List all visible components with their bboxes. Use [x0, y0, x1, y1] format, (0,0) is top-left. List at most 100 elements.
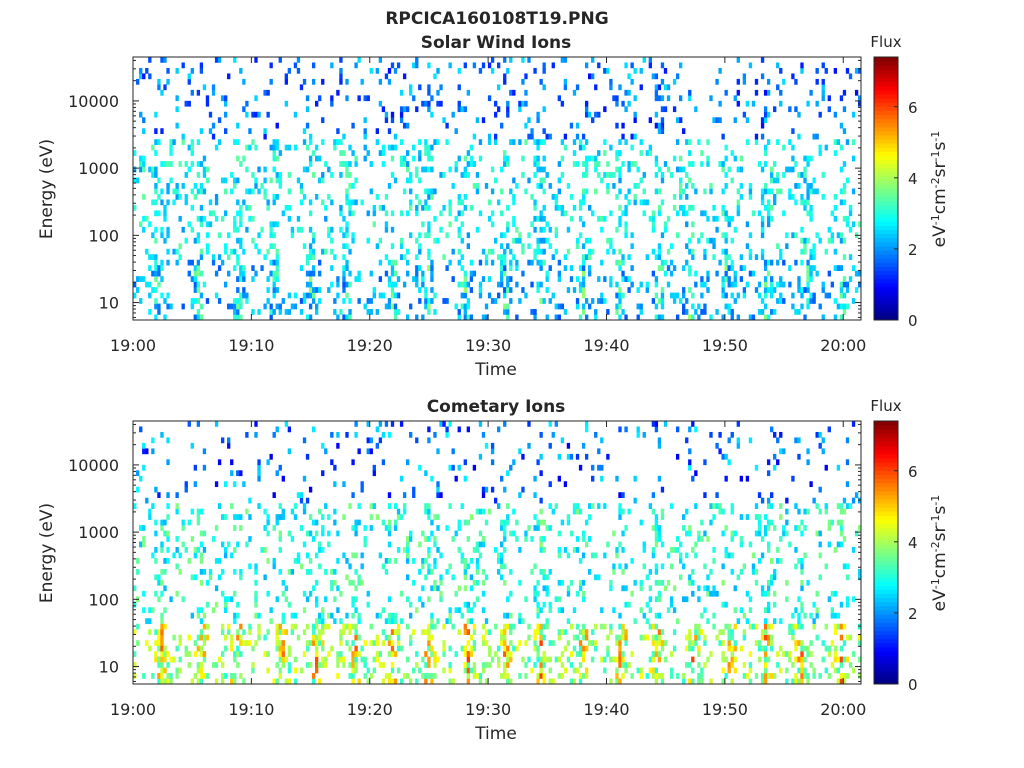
heatmap-cell: [521, 656, 525, 663]
heatmap-cell: [254, 177, 258, 184]
heatmap-cell: [809, 640, 813, 646]
heatmap-cell: [770, 215, 774, 222]
heatmap-cell: [718, 117, 722, 124]
heatmap-cell: [776, 557, 780, 564]
heatmap-cell: [269, 270, 273, 277]
heatmap-cell: [330, 237, 334, 244]
heatmap-cell: [466, 232, 470, 239]
heatmap-cell: [457, 210, 461, 217]
heatmap-cell: [321, 248, 325, 255]
heatmap-cell: [445, 426, 449, 433]
heatmap-cell: [563, 667, 568, 674]
heatmap-cell: [536, 166, 540, 173]
heatmap-cell: [724, 601, 728, 608]
heatmap-cell: [396, 276, 401, 282]
heatmap-cell: [139, 161, 143, 167]
heatmap-cell: [342, 281, 346, 288]
heatmap-cell: [214, 199, 219, 206]
heatmap-cell: [497, 199, 501, 206]
heatmap-cell: [321, 618, 325, 625]
heatmap-cell: [539, 183, 543, 189]
heatmap-cell: [281, 298, 285, 304]
heatmap-cell: [506, 287, 510, 293]
heatmap-cell: [451, 448, 455, 455]
heatmap-cell: [330, 568, 334, 575]
heatmap-cell: [220, 259, 225, 266]
heatmap-cell: [736, 57, 740, 63]
heatmap-cell: [351, 640, 355, 646]
heatmap-cell: [503, 150, 507, 156]
heatmap-cell: [308, 254, 313, 261]
heatmap-cell: [154, 188, 158, 195]
heatmap-cell: [703, 248, 707, 255]
heatmap-cell: [715, 492, 719, 499]
heatmap-cell: [308, 568, 313, 575]
heatmap-cell: [603, 276, 607, 282]
heatmap-cell: [845, 67, 850, 74]
heatmap-cell: [284, 629, 288, 635]
heatmap-cell: [718, 448, 722, 455]
heatmap-cell: [311, 62, 316, 69]
heatmap-cell: [172, 139, 176, 145]
heatmap-cell: [682, 204, 686, 211]
heatmap-cell: [275, 270, 279, 277]
heatmap-cell: [733, 530, 737, 537]
heatmap-cell: [800, 303, 804, 310]
heatmap-cell: [812, 618, 816, 625]
heatmap-cell: [545, 221, 549, 228]
heatmap-cell: [500, 541, 504, 548]
heatmap-cell: [230, 673, 234, 679]
heatmap-cell: [536, 629, 540, 635]
heatmap-cell: [242, 276, 246, 282]
heatmap-cell: [236, 237, 240, 244]
heatmap-cell: [706, 590, 710, 597]
heatmap-cell: [311, 270, 316, 277]
heatmap-cell: [760, 645, 765, 652]
heatmap-cell: [457, 426, 461, 433]
heatmap-cell: [157, 634, 161, 641]
heatmap-cell: [430, 193, 434, 200]
heatmap-cell: [199, 62, 204, 69]
heatmap-cell: [254, 421, 258, 427]
heatmap-cell: [754, 133, 759, 140]
heatmap-cell: [463, 459, 467, 466]
heatmap-cell: [415, 57, 419, 63]
heatmap-cell: [584, 106, 589, 113]
heatmap-cell: [142, 442, 146, 449]
heatmap-cell: [275, 248, 279, 255]
heatmap-cell: [399, 237, 404, 244]
heatmap-cell: [199, 161, 204, 167]
heatmap-cell: [236, 259, 240, 266]
heatmap-cell: [751, 563, 756, 570]
heatmap-cell: [703, 585, 707, 592]
heatmap-cell: [782, 298, 786, 304]
heatmap-cell: [500, 281, 504, 288]
heatmap-cell: [424, 303, 428, 310]
heatmap-cell: [421, 585, 425, 592]
heatmap-cell: [354, 656, 358, 663]
heatmap-cell: [311, 673, 316, 679]
heatmap-cell: [706, 287, 710, 293]
heatmap-cell: [745, 475, 750, 482]
heatmap-cell: [393, 557, 398, 564]
heatmap-cell: [524, 292, 528, 299]
heatmap-cell: [669, 596, 674, 603]
heatmap-cell: [387, 259, 392, 266]
x-axis-label-solar-wind: Time: [474, 360, 517, 380]
heatmap-cell: [321, 172, 325, 178]
heatmap-cell: [660, 265, 665, 271]
heatmap-cell: [363, 144, 367, 151]
heatmap-cell: [594, 640, 598, 646]
heatmap-cell: [463, 651, 467, 657]
heatmap-cell: [493, 237, 498, 244]
heatmap-cell: [166, 459, 170, 466]
heatmap-cell: [688, 287, 692, 293]
heatmap-cell: [539, 634, 543, 641]
heatmap-cell: [618, 640, 622, 646]
heatmap-cell: [560, 437, 565, 444]
heatmap-cell: [321, 656, 325, 663]
heatmap-cell: [660, 199, 665, 206]
heatmap-cell: [481, 623, 486, 630]
heatmap-cell: [712, 514, 716, 520]
